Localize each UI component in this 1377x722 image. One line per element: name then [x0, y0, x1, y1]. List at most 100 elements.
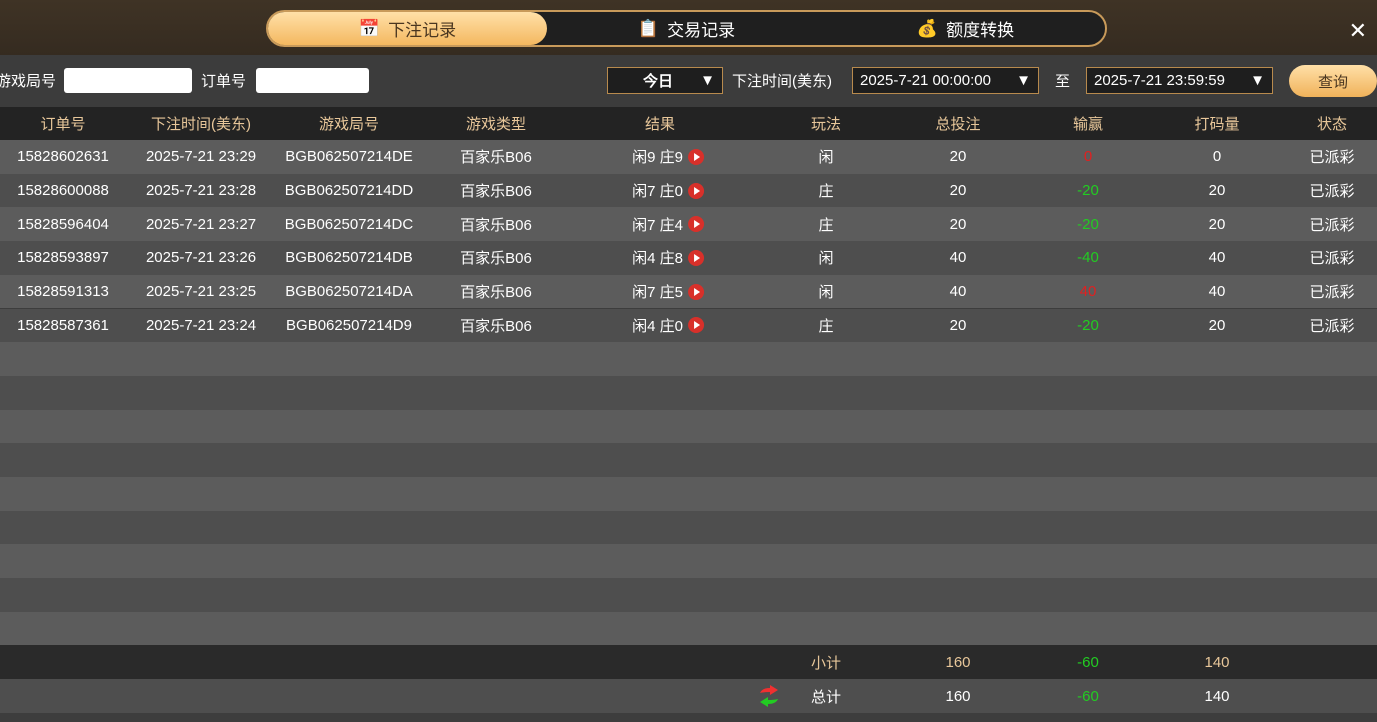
empty-row: [0, 578, 1377, 612]
order-no-text: 15828591313: [17, 283, 109, 301]
total-bet-cell: 20: [950, 207, 967, 241]
total-bet-text: 20: [949, 182, 967, 200]
valid-bet-text: 20: [1208, 182, 1226, 200]
play-text: 庄: [818, 216, 834, 234]
order-no-cell: 15828593897: [17, 241, 109, 275]
order-input[interactable]: [256, 68, 369, 93]
close-icon[interactable]: ✕: [1348, 18, 1367, 43]
result-text: 闲4 庄0: [632, 317, 683, 335]
column-header-play: 玩法: [810, 116, 842, 133]
game-type-cell: 百家乐B06: [460, 140, 532, 174]
total-code: 140: [1204, 687, 1230, 705]
play-text: 闲: [818, 250, 834, 268]
empty-row: [0, 544, 1377, 579]
tab-transaction-records[interactable]: 📋 交易记录: [547, 12, 826, 45]
valid-bet-cell: 0: [1213, 140, 1221, 174]
round-input[interactable]: [64, 68, 192, 93]
game-type-text: 百家乐B06: [460, 317, 532, 335]
order-no-cell: 15828600088: [17, 174, 109, 208]
valid-bet-cell: 40: [1209, 275, 1226, 309]
order-no-text: 15828600088: [17, 182, 109, 200]
round-no-text: BGB062507214DE: [285, 148, 413, 166]
result-text: 闲9 庄9: [632, 149, 683, 167]
calendar-icon: 📅: [358, 18, 381, 38]
win-loss-text: 0: [1083, 148, 1093, 166]
bet-time-cell: 2025-7-21 23:24: [146, 309, 256, 343]
bet-time-cell: 2025-7-21 23:29: [146, 140, 256, 174]
status-cell: 已派彩: [1309, 275, 1354, 309]
play-cell: 闲: [818, 140, 833, 174]
refresh-icon[interactable]: [758, 679, 780, 713]
bet-time-text: 2025-7-21 23:25: [145, 283, 257, 301]
round-no-cell: BGB062507214DB: [285, 241, 413, 275]
play-replay-icon[interactable]: [687, 216, 704, 233]
win-loss-cell: -40: [1077, 241, 1099, 275]
play-text: 闲: [818, 284, 834, 302]
round-no-text: BGB062507214DA: [285, 283, 413, 301]
game-type-text: 百家乐B06: [460, 149, 532, 167]
total-bet-text: 40: [949, 283, 967, 301]
win-loss-text: -40: [1077, 249, 1099, 267]
round-no-text: BGB062507214D9: [286, 316, 412, 334]
play-cell: 庄: [818, 207, 833, 241]
tab-label: 额度转换: [946, 21, 1015, 40]
order-no-cell: 15828602631: [17, 140, 109, 174]
period-select[interactable]: 今日 ▼: [607, 67, 723, 94]
win-loss-text: 40: [1079, 283, 1097, 301]
filter-bar: 游戏局号 订单号 今日 ▼ 下注时间(美东) 2025-7-21 00:00:00…: [0, 55, 1377, 107]
bet-time-text: 2025-7-21 23:27: [145, 215, 257, 233]
order-no-text: 15828587361: [17, 316, 109, 334]
start-time-select[interactable]: 2025-7-21 00:00:00 ▼: [852, 67, 1039, 94]
end-time-select[interactable]: 2025-7-21 23:59:59 ▼: [1086, 67, 1273, 94]
status-cell: 已派彩: [1309, 140, 1354, 174]
table-row: 15828593897 2025-7-21 23:26 BGB062507214DB…: [0, 241, 1377, 275]
result-text: 闲7 庄5: [632, 284, 683, 302]
result-cell: 闲7 庄0: [632, 174, 704, 208]
play-replay-icon[interactable]: [687, 148, 704, 165]
status-text: 已派彩: [1309, 216, 1355, 234]
win-loss-text: -20: [1077, 182, 1099, 200]
valid-bet-text: 20: [1208, 316, 1226, 334]
valid-bet-text: 40: [1208, 249, 1226, 267]
order-no-text: 15828602631: [17, 148, 109, 166]
play-cell: 庄: [818, 309, 833, 343]
column-header-status: 状态: [1316, 116, 1348, 133]
empty-row: [0, 409, 1377, 444]
game-type-text: 百家乐B06: [460, 216, 532, 234]
subtotal-win: -60: [1077, 653, 1099, 671]
play-replay-icon[interactable]: [687, 249, 704, 266]
play-cell: 闲: [818, 275, 833, 309]
play-replay-icon[interactable]: [687, 283, 704, 300]
empty-row: [0, 342, 1377, 376]
total-bet-cell: 40: [950, 241, 967, 275]
status-cell: 已派彩: [1309, 309, 1354, 343]
total-win: -60: [1077, 687, 1099, 705]
column-header-valid-bet: 打码量: [1194, 116, 1240, 133]
valid-bet-cell: 20: [1209, 309, 1226, 343]
valid-bet-cell: 40: [1209, 241, 1226, 275]
valid-bet-text: 20: [1208, 215, 1226, 233]
order-label: 订单号: [201, 73, 247, 90]
order-no-cell: 15828596404: [17, 207, 109, 241]
play-replay-icon[interactable]: [687, 317, 704, 334]
table-row: 15828587361 2025-7-21 23:24 BGB062507214D9…: [0, 308, 1377, 343]
tab-credit-transfer[interactable]: 💰 额度转换: [826, 12, 1105, 45]
table-row: 15828596404 2025-7-21 23:27 BGB062507214DC…: [0, 207, 1377, 242]
tab-bet-records[interactable]: 📅 下注记录: [268, 12, 547, 45]
subtotal-code: 140: [1204, 653, 1230, 671]
play-replay-icon[interactable]: [687, 182, 704, 199]
query-button[interactable]: 查询: [1289, 65, 1377, 97]
win-loss-cell: 40: [1080, 275, 1097, 309]
round-no-cell: BGB062507214D9: [286, 309, 412, 343]
chevron-down-icon: ▼: [700, 72, 715, 89]
bet-time-text: 2025-7-21 23:28: [145, 182, 257, 200]
empty-row: [0, 510, 1377, 545]
bet-time-cell: 2025-7-21 23:26: [146, 241, 256, 275]
bet-time-cell: 2025-7-21 23:25: [146, 275, 256, 309]
game-type-text: 百家乐B06: [460, 183, 532, 201]
round-no-text: BGB062507214DD: [284, 182, 414, 200]
status-cell: 已派彩: [1309, 207, 1354, 241]
total-bet-text: 40: [949, 249, 967, 267]
subtotal-bet: 160: [945, 653, 971, 671]
result-cell: 闲4 庄8: [632, 241, 704, 275]
